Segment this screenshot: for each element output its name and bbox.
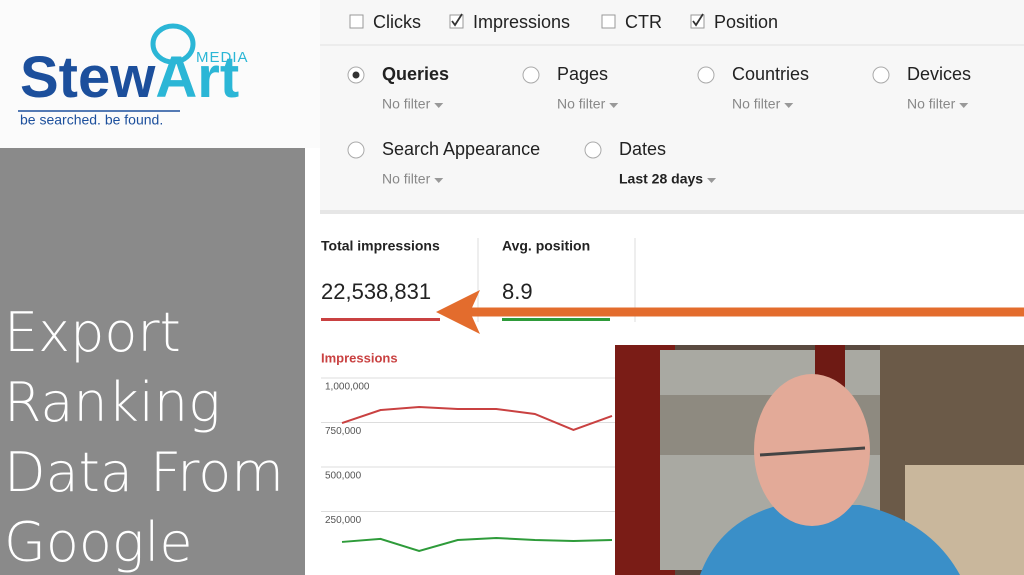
- logo: StewArt MEDIA be searched. be found.: [18, 23, 249, 128]
- headline-line: Google: [4, 511, 193, 574]
- filter-label[interactable]: Devices: [907, 64, 971, 84]
- checkbox[interactable]: [349, 14, 364, 29]
- y-tick-label: 250,000: [325, 515, 362, 526]
- y-tick-label: 750,000: [325, 426, 362, 437]
- toggle-label[interactable]: Clicks: [373, 12, 421, 32]
- arrow: [436, 290, 1024, 334]
- arrow-head: [436, 290, 480, 334]
- filter-label[interactable]: Queries: [382, 64, 449, 84]
- filter-label[interactable]: Countries: [732, 64, 809, 84]
- dropdown-caret: [434, 178, 444, 183]
- logo-panel: [0, 0, 320, 148]
- toggle-label[interactable]: Impressions: [473, 12, 570, 32]
- y-tick-label: 500,000: [325, 471, 362, 482]
- dropdown-caret: [609, 103, 619, 108]
- head: [754, 374, 870, 526]
- shirt: [700, 505, 960, 575]
- headline-line: Export: [4, 301, 181, 364]
- divider: [320, 210, 1024, 214]
- filter-label[interactable]: Dates: [619, 139, 666, 159]
- checkmark: [451, 13, 463, 27]
- filters: Queries No filter Pages No filter Countries N…: [347, 64, 971, 187]
- toggle-label[interactable]: CTR: [625, 12, 662, 32]
- y-tick-label: 1,000,000: [325, 382, 370, 393]
- radio[interactable]: [697, 66, 715, 84]
- summary-value: 8.9: [502, 279, 533, 304]
- video-overlay: [615, 345, 1024, 575]
- toggle-label[interactable]: Position: [714, 12, 778, 32]
- series-line: [341, 537, 613, 553]
- radio-dot: [352, 71, 360, 79]
- metric-toggles: Clicks Impressions CTR Position: [349, 12, 778, 32]
- summary-value: 22,538,831: [321, 279, 431, 304]
- dropdown-caret: [434, 103, 444, 108]
- logo-part2: Art: [155, 45, 239, 110]
- checkbox[interactable]: [601, 14, 616, 29]
- chart-title: Impressions: [321, 350, 398, 365]
- summary-label: Avg. position: [502, 238, 590, 254]
- impressions-chart: Impressions 1,000,000 750,000 500,000 250,00…: [321, 350, 620, 553]
- summary: Total impressions 22,538,831 Avg. position…: [321, 238, 610, 321]
- dropdown-caret: [959, 103, 969, 108]
- dropdown-caret: [707, 178, 717, 183]
- summary-label: Total impressions: [321, 238, 440, 254]
- radio[interactable]: [522, 66, 540, 84]
- filter-value[interactable]: No filter: [382, 171, 431, 187]
- logo-ring: [150, 23, 196, 65]
- radio[interactable]: [872, 66, 890, 84]
- filter-value[interactable]: No filter: [557, 96, 606, 112]
- filter-label[interactable]: Search Appearance: [382, 139, 540, 159]
- logo-media: MEDIA: [196, 49, 249, 66]
- radio[interactable]: [347, 141, 365, 159]
- summary-underline: [321, 318, 440, 321]
- headline: Export Ranking Data From Google: [4, 301, 284, 574]
- dropdown-caret: [784, 103, 794, 108]
- series-line: [341, 406, 613, 432]
- radio[interactable]: [584, 141, 602, 159]
- checkmark: [692, 13, 704, 27]
- logo-part1: Stew: [20, 45, 156, 110]
- logo-tagline: be searched. be found.: [20, 112, 163, 128]
- glasses: [759, 446, 866, 457]
- filter-value[interactable]: Last 28 days: [619, 171, 703, 187]
- headline-line: Data From: [4, 441, 284, 504]
- headline-line: Ranking: [4, 371, 221, 434]
- filter-label[interactable]: Pages: [557, 64, 608, 84]
- filter-value[interactable]: No filter: [732, 96, 781, 112]
- filter-value[interactable]: No filter: [382, 96, 431, 112]
- logo-name: StewArt: [20, 45, 239, 110]
- filter-value[interactable]: No filter: [907, 96, 956, 112]
- summary-underline: [502, 318, 610, 321]
- title-panel: [0, 148, 305, 575]
